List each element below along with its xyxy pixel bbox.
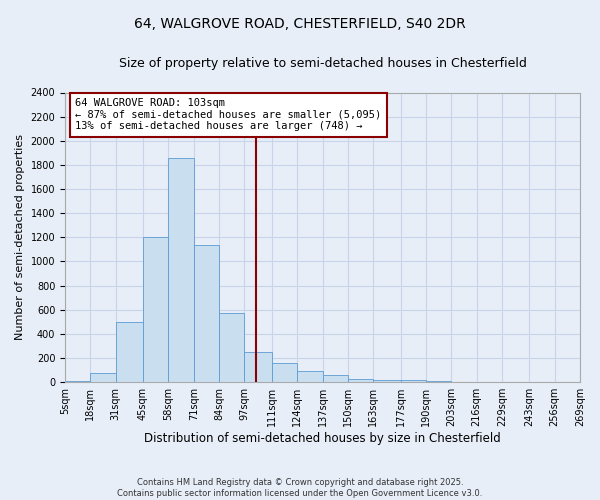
Bar (194, 244, 219, 382)
Text: 64 WALGROVE ROAD: 103sqm
← 87% of semi-detached houses are smaller (5,095)
13% o: 64 WALGROVE ROAD: 103sqm ← 87% of semi-d… (76, 98, 382, 132)
Bar (219, 314, 244, 382)
Title: Size of property relative to semi-detached houses in Chesterfield: Size of property relative to semi-detach… (119, 58, 526, 70)
Bar (143, 238, 169, 382)
Bar (116, 322, 143, 382)
Text: 64, WALGROVE ROAD, CHESTERFIELD, S40 2DR: 64, WALGROVE ROAD, CHESTERFIELD, S40 2DR (134, 18, 466, 32)
Bar (426, 381, 451, 382)
Text: Contains HM Land Registry data © Crown copyright and database right 2025.
Contai: Contains HM Land Registry data © Crown c… (118, 478, 482, 498)
Bar (272, 363, 297, 382)
Bar (91, 372, 116, 382)
Bar (323, 375, 348, 382)
Bar (244, 352, 272, 382)
Y-axis label: Number of semi-detached properties: Number of semi-detached properties (15, 134, 25, 340)
Bar (348, 378, 373, 382)
Bar (401, 380, 426, 382)
Bar (297, 372, 323, 382)
Bar (169, 158, 194, 382)
Bar (65, 381, 91, 382)
Bar (373, 380, 401, 382)
X-axis label: Distribution of semi-detached houses by size in Chesterfield: Distribution of semi-detached houses by … (144, 432, 501, 445)
